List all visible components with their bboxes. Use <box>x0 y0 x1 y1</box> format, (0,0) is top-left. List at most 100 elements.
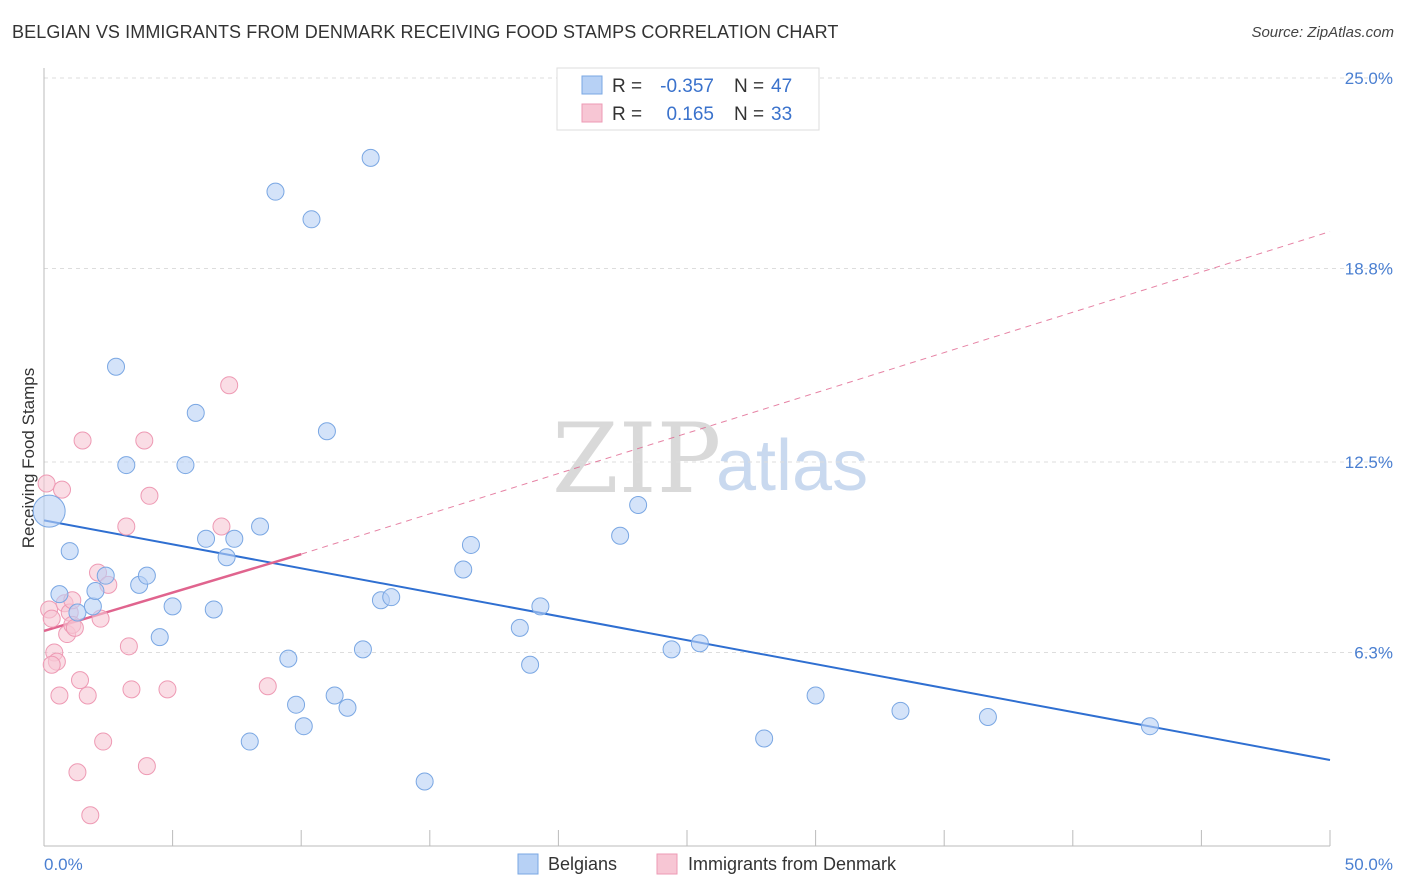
data-point-belgians <box>197 529 216 548</box>
data-point-denmark <box>50 686 69 705</box>
data-point-denmark <box>42 609 61 628</box>
data-point-belgians <box>107 357 126 376</box>
data-point-belgians <box>806 686 825 705</box>
data-point-belgians <box>150 628 169 647</box>
data-point-belgians <box>204 600 223 619</box>
data-point-belgians <box>531 597 550 616</box>
data-point-belgians <box>96 566 115 585</box>
data-point-belgians <box>217 548 236 567</box>
data-point-belgians <box>415 772 434 791</box>
data-point-belgians <box>302 210 321 229</box>
data-point-belgians <box>266 182 285 201</box>
data-point-denmark <box>212 517 231 536</box>
data-point-denmark <box>42 655 61 674</box>
gridlines <box>44 77 1392 653</box>
data-point-belgians <box>454 560 473 579</box>
legend-r-label-belgians: R = <box>612 76 642 97</box>
data-point-denmark <box>117 517 136 536</box>
data-point-denmark <box>81 806 100 825</box>
data-point-belgians <box>891 701 910 720</box>
data-point-belgians <box>287 695 306 714</box>
data-point-denmark <box>94 732 113 751</box>
legend-n-value-denmark: 33 <box>771 104 792 125</box>
legend-n-value-belgians: 47 <box>771 76 792 97</box>
data-point-denmark <box>68 763 87 782</box>
x-ticks <box>43 830 1331 846</box>
series-belgians-points <box>32 148 1159 791</box>
y-tick-labels: 6.3% 12.5% 18.8% 25.0% <box>1345 69 1393 662</box>
data-point-denmark <box>122 680 141 699</box>
chart-title: BELGIAN VS IMMIGRANTS FROM DENMARK RECEI… <box>12 22 839 42</box>
bottom-legend-label-belgians: Belgians <box>548 854 617 874</box>
legend-n-label-denmark: N = <box>734 104 764 125</box>
trend-line-denmark-extrapolated <box>301 231 1331 555</box>
data-point-belgians <box>83 597 102 616</box>
data-point-belgians <box>510 618 529 637</box>
data-point-belgians <box>338 698 357 717</box>
y-tick-label: 12.5% <box>1345 453 1393 472</box>
data-point-denmark <box>37 474 56 493</box>
data-point-belgians <box>1140 717 1159 736</box>
data-point-belgians <box>240 732 259 751</box>
data-point-belgians <box>690 634 709 653</box>
top-legend: R = -0.357 N = 47 R = 0.165 N = 33 <box>556 67 820 131</box>
data-point-belgians <box>629 496 648 515</box>
x-tick-label-max: 50.0% <box>1345 855 1393 874</box>
bottom-legend-swatch-denmark <box>656 853 678 875</box>
data-point-belgians <box>86 582 105 601</box>
data-point-belgians <box>186 403 205 422</box>
bottom-legend-label-denmark: Immigrants from Denmark <box>688 854 897 874</box>
bottom-legend: Belgians Immigrants from Denmark <box>517 853 897 875</box>
y-tick-label: 25.0% <box>1345 69 1393 88</box>
data-point-denmark <box>258 677 277 696</box>
data-point-belgians <box>325 686 344 705</box>
data-point-denmark <box>53 480 72 499</box>
legend-n-label-belgians: N = <box>734 76 764 97</box>
data-point-denmark <box>119 637 138 656</box>
data-point-denmark <box>137 757 156 776</box>
data-point-belgians <box>317 422 336 441</box>
data-point-belgians <box>353 640 372 659</box>
x-tick-label-min: 0.0% <box>44 855 83 874</box>
data-point-belgians <box>60 542 79 561</box>
data-point-belgians <box>137 566 156 585</box>
data-point-belgians <box>251 517 270 536</box>
trend-lines <box>43 231 1331 761</box>
legend-r-value-belgians: -0.357 <box>660 76 714 97</box>
y-axis-label: Receiving Food Stamps <box>19 368 38 548</box>
data-point-belgians <box>117 456 136 475</box>
legend-r-label-denmark: R = <box>612 104 642 125</box>
data-point-belgians <box>294 717 313 736</box>
source-label: Source: ZipAtlas.com <box>1251 24 1394 41</box>
data-point-belgians <box>461 535 480 554</box>
data-point-denmark <box>158 680 177 699</box>
data-point-belgians <box>68 603 87 622</box>
y-tick-label: 18.8% <box>1345 259 1393 278</box>
data-point-belgians <box>279 649 298 668</box>
data-point-denmark <box>65 618 84 637</box>
trend-line-denmark <box>43 552 302 633</box>
data-point-denmark <box>140 486 159 505</box>
data-point-denmark <box>78 686 97 705</box>
data-point-belgians <box>662 640 681 659</box>
legend-swatch-belgians <box>581 75 603 95</box>
data-point-belgians <box>978 707 997 726</box>
bottom-legend-swatch-belgians <box>517 853 539 875</box>
data-point-belgians <box>176 456 195 475</box>
data-point-belgians <box>163 597 182 616</box>
legend-r-value-denmark: 0.165 <box>666 104 714 125</box>
legend-swatch-denmark <box>581 103 603 123</box>
trend-line-belgians <box>43 519 1331 761</box>
data-point-belgians <box>361 148 380 167</box>
data-point-denmark <box>71 671 90 690</box>
watermark-atlas: atlas <box>716 426 868 506</box>
data-point-denmark <box>135 431 154 450</box>
data-point-belgians <box>611 526 630 545</box>
data-point-belgians <box>225 529 244 548</box>
data-point-belgians <box>755 729 774 748</box>
data-point-denmark <box>220 376 239 395</box>
y-tick-label: 6.3% <box>1354 643 1393 662</box>
data-point-belgians <box>32 494 66 528</box>
series-denmark-points <box>37 376 277 825</box>
